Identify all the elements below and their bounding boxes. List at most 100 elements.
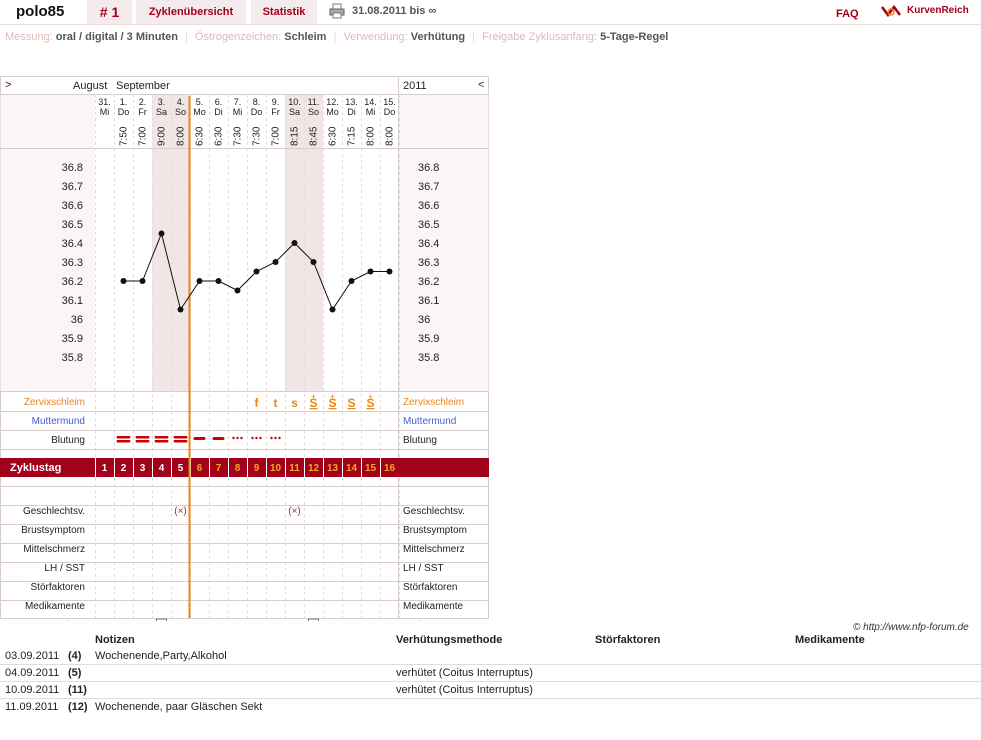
bleeding-heavy [173,440,188,443]
day-date: 2. [139,97,147,107]
separator: | [333,31,337,43]
date-range: 31.08.2011 bis ∞ [352,5,437,17]
row-label-lower: Mittelschmerz [23,544,85,555]
bleeding-medium [193,437,206,440]
day-date: 6. [215,97,223,107]
row-label-lower: Brustsymptom [21,525,85,536]
day-date: 31. [98,97,111,107]
row-label-lower-right: Notizen [403,620,437,621]
cycle-day-number: 3 [140,463,146,474]
tab-statistik[interactable]: Statistik [251,0,317,24]
y-tick-label-right: 35.9 [418,333,439,345]
measure-time: 9:00 [157,126,168,146]
zervix-plus: + [330,392,335,401]
separator: | [472,31,476,43]
row-label-muttermund-right: Muttermund [403,416,456,427]
table-row: 04.09.2011 (5) verhütet (Coitus Interrup… [0,665,981,682]
param-label: Verwendung: [343,31,408,43]
tab-zyklenuebersicht[interactable]: Zyklenübersicht [136,0,246,24]
row-method: verhütet (Coitus Interruptus) [396,667,533,679]
row-date: 03.09.2011 [5,650,60,662]
row-label-blutung: Blutung [51,435,85,446]
y-tick-label: 36.4 [62,238,83,250]
zervix-symbol: S [347,396,355,410]
y-tick-label: 35.9 [62,333,83,345]
row-day: (4) [68,650,82,662]
bleeding-light [236,436,239,440]
measure-time: 7:50 [119,126,130,146]
nav-left-button: > [5,79,11,91]
cycle-day-number: 11 [289,463,300,474]
zervix-plus: + [368,392,373,401]
cycle-day-number: 1 [102,463,108,474]
y-tick-label: 36.5 [62,219,83,231]
brand-name[interactable]: KurvenReich [907,5,969,16]
cycle-day-number: 8 [235,463,241,474]
notes-header: Notizen [95,634,135,646]
y-tick-label: 36.6 [62,200,83,212]
row-label-lower: Geschlechtsv. [23,506,85,517]
bleeding-heavy [154,440,169,443]
left-panel-bg [0,94,95,392]
temperature-point [177,306,184,313]
y-tick-label-right: 36.7 [418,181,439,193]
day-weekday: Mi [233,107,243,117]
faq-link[interactable]: FAQ [836,8,859,20]
day-weekday: Fr [138,107,147,117]
table-row: 11.09.2011 (12) Wochenende, paar Gläsche… [0,699,981,716]
day-weekday: Sa [289,107,300,117]
temperature-point [158,230,165,237]
param-value: Verhütung [410,31,466,43]
bleeding-light [274,436,277,440]
note-icon [308,618,319,621]
intercourse-marker: (×) [288,506,301,517]
row-date: 04.09.2011 [5,667,60,679]
y-tick-label-right: 36.2 [418,276,439,288]
measure-time: 7:00 [138,126,149,146]
table-row: 03.09.2011 (4) Wochenende,Party,Alkohol [0,648,981,665]
param-value: oral / digital / 3 Minuten [55,31,178,43]
y-tick-label: 36.2 [62,276,83,288]
y-tick-label-right: 36.4 [418,238,439,250]
row-label-lower-right: LH / SST [403,563,444,574]
day-weekday: Do [384,107,396,117]
row-method: verhütet (Coitus Interruptus) [396,684,533,696]
zervix-symbol: S [309,396,317,410]
table-row: 10.09.2011 (11) verhütet (Coitus Interru… [0,682,981,699]
zervix-symbol: s [291,396,298,410]
cycle-day-number: 13 [327,463,339,474]
day-weekday: Mi [100,107,110,117]
weekend-shade [152,94,171,391]
day-date: 4. [177,97,185,107]
day-date: 11. [308,97,320,107]
temperature-point [291,240,298,246]
row-label-lower: Notizen [51,620,85,621]
y-tick-label: 36.7 [62,181,83,193]
day-weekday: Di [347,107,356,117]
temperature-point [348,278,355,284]
row-day: (11) [68,684,87,696]
day-weekday: Fr [271,107,280,117]
measure-time: 7:30 [252,126,263,146]
measure-time: 8:00 [366,126,377,146]
row-label-lower: Medikamente [25,601,85,612]
y-tick-label-right: 35.8 [418,352,439,364]
y-tick-label: 36 [71,314,83,326]
cycle-number[interactable]: # 1 [87,0,132,24]
row-label-lower-right: Störfaktoren [403,582,457,593]
y-tick-label-right: 36 [418,314,430,326]
bleeding-light [232,436,235,440]
zyklustag-band [0,458,489,477]
y-tick-label: 36.8 [62,162,83,174]
row-label-blutung-right: Blutung [403,435,437,446]
row-date: 11.09.2011 [5,701,59,713]
day-weekday: Sa [156,107,167,117]
printer-icon[interactable] [329,3,345,19]
bleeding-light [278,436,281,440]
cycle-chart: > <August September 201131.Mi1.Do7:502.Fr7:… [0,76,489,621]
year-label: 2011 [403,80,427,92]
param-label: Freigabe Zyklusanfang: [482,31,598,43]
bleeding-light [259,436,262,440]
row-label-lower-right: Medikamente [403,601,463,612]
cycle-day-number: 10 [270,463,282,474]
